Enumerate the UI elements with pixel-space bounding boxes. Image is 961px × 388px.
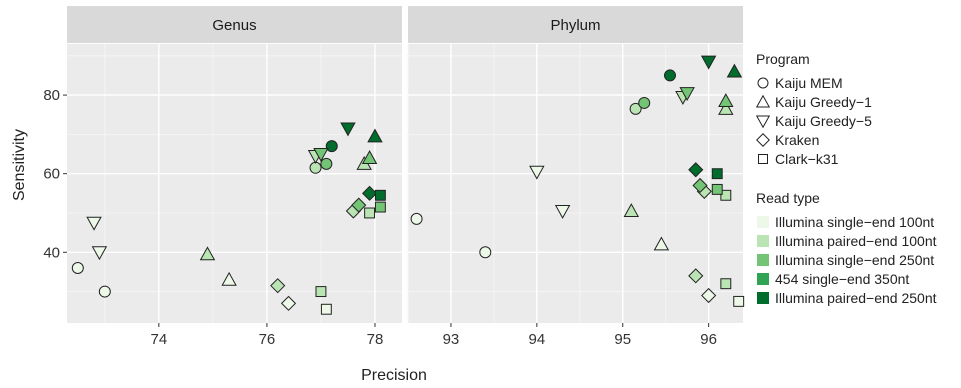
panel-strip (67, 6, 402, 43)
legend-readtype-label: Illumina single−end 100nt (775, 214, 934, 230)
legend-readtype-label: Illumina paired−end 250nt (775, 290, 937, 306)
data-point (98, 285, 111, 298)
panel-phylum: Phylum 93 94 95 96 (407, 6, 745, 348)
legend: Program Kaiju MEM Kaiju Greedy−1 Kaiju Gre… (755, 51, 937, 306)
y-tick-label: 80 (43, 87, 60, 104)
panel-strip-label: Phylum (550, 17, 600, 34)
data-point (629, 102, 642, 115)
legend-color-swatch (757, 273, 769, 285)
legend-program-items: Kaiju MEM Kaiju Greedy−1 Kaiju Greedy−5 Kra… (755, 75, 872, 167)
x-tick-label: 76 (259, 331, 276, 348)
y-tick-label: 40 (43, 244, 60, 261)
data-point (309, 161, 322, 174)
data-point (720, 278, 732, 290)
data-point (361, 150, 378, 164)
panel-background (408, 44, 743, 323)
data-point (688, 268, 704, 284)
data-point (374, 201, 386, 213)
data-point (623, 203, 640, 218)
legend-key-circle-icon (757, 77, 769, 89)
legend-color-swatch (757, 254, 769, 266)
legend-key-square-icon (758, 154, 768, 164)
panel-strip (408, 6, 743, 43)
data-point (720, 189, 732, 201)
data-point (653, 236, 670, 251)
x-axis-label: Precision (361, 367, 427, 384)
data-point (733, 295, 745, 307)
legend-readtype-label: Illumina single−end 250nt (775, 252, 934, 268)
panel-genus: Genus 74 76 78 40 60 80 (43, 6, 402, 348)
data-point (718, 100, 734, 115)
data-point (529, 165, 545, 180)
legend-program-label: Kaiju MEM (775, 75, 843, 91)
x-tick-label: 94 (529, 331, 546, 348)
legend-key-triangle-down-icon (755, 115, 771, 129)
data-point (199, 246, 216, 261)
data-point (320, 303, 332, 315)
x-tick-label: 95 (614, 331, 631, 348)
legend-readtype-title: Read type (756, 190, 820, 206)
data-point (364, 207, 376, 219)
data-point (325, 140, 338, 153)
legend-color-swatch (757, 235, 769, 247)
data-point (479, 246, 492, 259)
y-tick-label: 60 (43, 166, 60, 183)
data-point (86, 216, 102, 231)
data-point (315, 286, 327, 298)
data-point (340, 122, 356, 137)
legend-program-label: Kaiju Greedy−5 (775, 113, 872, 129)
legend-readtype-label: 454 single−end 350nt (775, 271, 909, 287)
data-point (726, 63, 743, 78)
plot-panels: Genus 74 76 78 40 60 80 Phylum 93 94 95 96 (43, 6, 745, 348)
legend-readtype-items: Illumina single−end 100nt Illumina paired… (757, 214, 937, 306)
legend-key-triangle-up-icon (755, 94, 771, 108)
legend-readtype-label: Illumina paired−end 100nt (775, 233, 937, 249)
data-point (71, 261, 84, 274)
data-point (663, 69, 676, 82)
data-point (361, 185, 378, 201)
data-point (700, 55, 717, 70)
data-point (313, 148, 329, 162)
x-tick-label: 93 (443, 331, 460, 348)
data-point (688, 162, 704, 178)
data-point (270, 278, 286, 294)
legend-program-label: Kraken (775, 132, 819, 148)
y-axis-label: Sensitivity (11, 129, 28, 201)
legend-key-diamond-icon (756, 133, 770, 147)
x-tick-label: 96 (700, 331, 717, 348)
legend-program-title: Program (756, 51, 810, 67)
legend-program-label: Clark−k31 (775, 151, 839, 167)
data-point (320, 157, 333, 170)
data-point (692, 177, 708, 194)
data-point (410, 212, 423, 225)
data-point (280, 295, 297, 311)
data-point (711, 183, 723, 195)
data-point (374, 189, 386, 201)
data-point (679, 87, 695, 102)
legend-program-label: Kaiju Greedy−1 (775, 94, 872, 110)
data-point (638, 96, 651, 109)
x-tick-label: 74 (151, 331, 168, 348)
data-point (718, 93, 734, 107)
data-point (554, 205, 571, 219)
data-point (367, 128, 383, 143)
data-point (711, 168, 723, 180)
data-point (221, 271, 237, 286)
data-point (91, 246, 108, 261)
x-tick-label: 78 (367, 331, 384, 348)
panel-background (67, 44, 402, 323)
data-point (701, 287, 717, 304)
data-point (351, 197, 367, 213)
legend-color-swatch (757, 216, 769, 228)
legend-color-swatch (757, 292, 769, 304)
panel-strip-label: Genus (212, 17, 256, 34)
